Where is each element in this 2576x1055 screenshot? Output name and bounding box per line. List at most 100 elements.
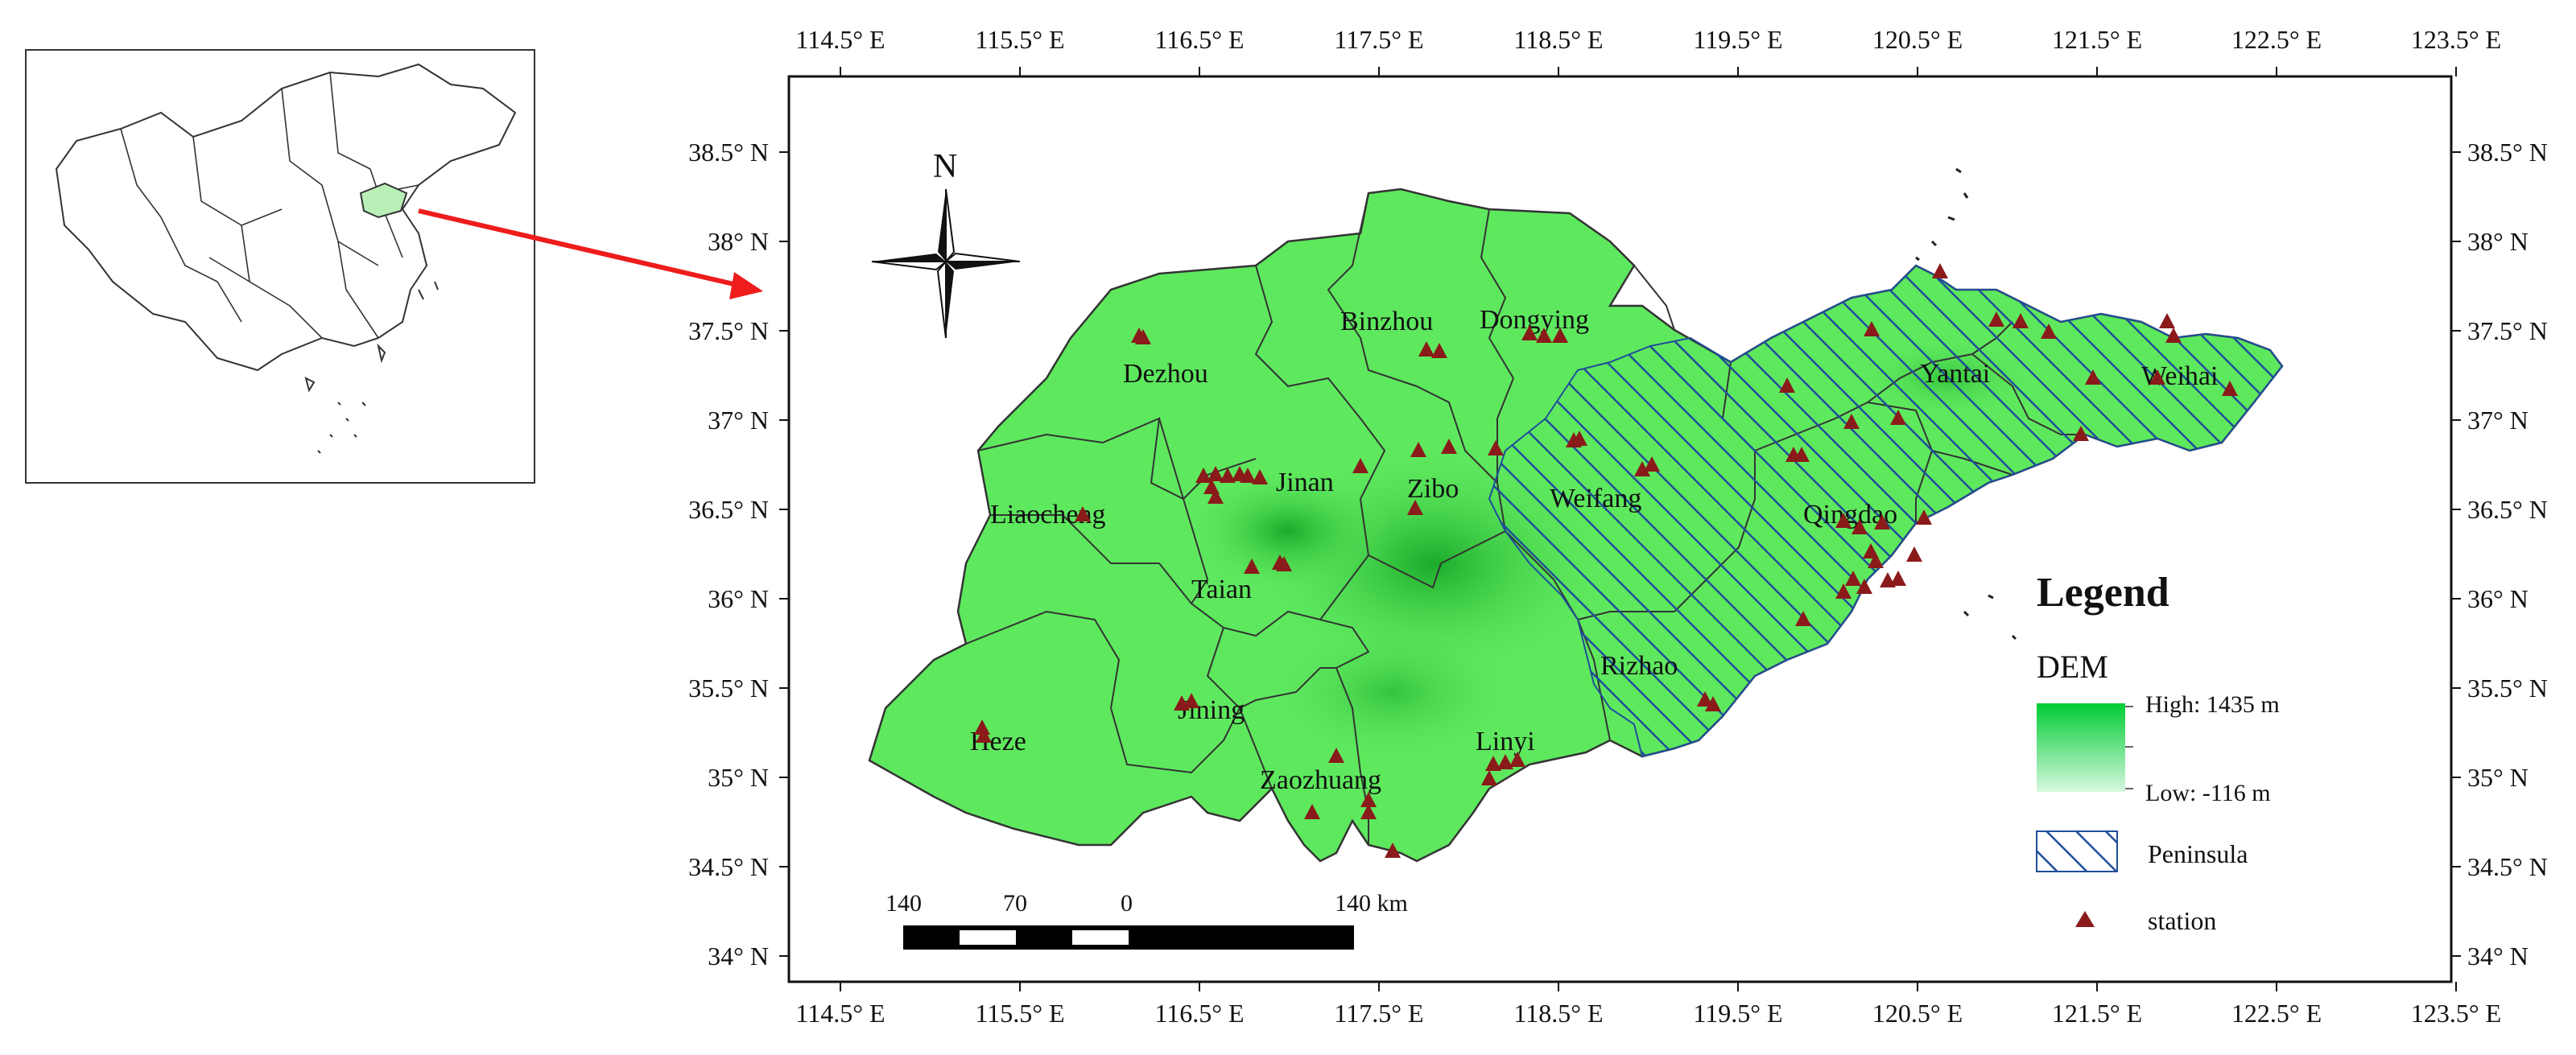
lon-tick-top-label: 119.5° E [1693,25,1782,54]
dem-highland-taishan [1183,467,1393,595]
peninsula-area [1488,264,2284,758]
city-label-weifang: Weifang [1550,484,1641,513]
station-marker [1890,571,1906,586]
shandong-province [868,167,2284,863]
station-marker [1906,546,1922,562]
lat-tick-right-label: 34.5° N [2467,852,2548,881]
city-label-zibo: Zibo [1407,474,1459,504]
inset-arrow-line [418,208,741,288]
legend: Legend DEM High: 1435 m Low: -116 m Peni… [2036,570,2280,935]
lat-tick-left-label: 35° N [708,763,769,792]
station-marker [1485,756,1501,771]
scale-label-0: 0 [1121,890,1133,917]
station-marker [1276,556,1292,571]
station-marker [1932,263,1948,278]
station-marker [1352,458,1368,473]
lat-tick-right-label: 36° N [2467,584,2529,613]
lon-tick-bottom-label: 121.5° E [2052,999,2142,1028]
station-marker [1634,461,1650,476]
lat-tick-left-label: 38.5° N [688,138,769,167]
station-marker [2085,369,2101,385]
city-label-binzhou: Binzhou [1340,307,1433,336]
lon-tick-bottom-label: 122.5° E [2231,999,2322,1028]
legend-dem-ramp [2037,703,2125,792]
station-marker [1360,792,1377,807]
station-marker [1441,439,1457,454]
station-marker [1183,693,1199,708]
station-marker [1220,468,1236,483]
station-marker [1856,579,1872,594]
station-marker [1794,447,1810,462]
lon-tick-top-label: 115.5° E [975,25,1064,54]
station-marker [1195,468,1212,483]
lat-tick-left-label: 34° N [708,942,769,971]
city-label-dongying: Dongying [1480,305,1589,335]
station-marker [1385,843,1401,858]
city-label-rizhao: Rizhao [1600,651,1678,681]
station-marker [2222,381,2238,396]
lon-tick-top-label: 122.5° E [2231,25,2322,54]
lon-tick-top-label: 117.5° E [1334,25,1423,54]
station-marker [1843,414,1860,429]
lon-tick-bottom-label: 117.5° E [1334,999,1423,1028]
station-marker [1916,509,1932,525]
lat-tick-right-label: 38° N [2467,227,2529,256]
lon-tick-top-label: 121.5° E [2052,25,2142,54]
lon-tick-bottom-label: 118.5° E [1513,999,1603,1028]
station-marker [974,719,990,735]
station-marker [1644,456,1660,472]
station-marker [1174,695,1190,711]
station-marker [1509,752,1525,767]
legend-station-symbol [2075,911,2095,927]
station-marker [1779,377,1795,393]
lon-tick-top-label: 116.5° E [1154,25,1244,54]
station-marker [1240,468,1256,483]
legend-dem-high: High: 1435 m [2145,691,2280,718]
city-label-liaocheng: Liaocheng [990,500,1106,530]
scale-label-140-km: 140 km [1335,890,1408,917]
scale-label-70: 70 [1003,890,1027,917]
lon-tick-top-label: 114.5° E [795,25,885,54]
north-arrow: N [871,148,1021,339]
station-marker [1521,325,1538,340]
city-label-weihai: Weihai [2141,361,2218,391]
station-marker [1075,506,1091,521]
lat-tick-right-label: 38.5° N [2467,138,2548,167]
lon-tick-bottom-label: 123.5° E [2411,999,2501,1028]
lat-tick-right-label: 37.5° N [2467,316,2548,345]
station-marker [1536,328,1552,343]
dem-highland-south [1264,620,1521,764]
station-marker [1360,804,1377,819]
station-marker [1418,341,1435,356]
station-marker [1407,500,1423,515]
inset-china-outline [55,63,517,372]
station-marker [2149,369,2165,385]
lat-tick-left-label: 36° N [708,584,769,613]
legend-dem-title: DEM [2037,649,2108,685]
station-marker [2013,313,2029,328]
lat-tick-left-label: 35.5° N [688,674,769,703]
station-marker [2159,313,2175,328]
station-marker [1244,558,1260,574]
lat-tick-right-label: 36.5° N [2467,495,2548,524]
station-marker [1864,321,1880,336]
station-marker [1552,328,1568,343]
scale-label-140-left: 140 [886,890,922,917]
lon-tick-bottom-label: 114.5° E [795,999,885,1028]
station-marker [1431,343,1447,358]
station-marker [1410,442,1426,457]
city-label-dezhou: Dezhou [1123,359,1208,389]
station-marker [1852,519,1868,534]
city-label-jinan: Jinan [1276,468,1334,497]
scale-bar: 140 70 0 140 km [886,890,1408,950]
legend-peninsula-label: Peninsula [2148,839,2248,868]
station-marker [1845,571,1861,586]
north-label: N [933,148,957,185]
legend-title: Legend [2037,570,2169,616]
station-marker [1208,466,1224,481]
lon-tick-top-label: 123.5° E [2411,25,2501,54]
station-marker [1890,410,1906,425]
station-marker [1697,691,1713,707]
lat-tick-right-label: 34° N [2467,942,2529,971]
